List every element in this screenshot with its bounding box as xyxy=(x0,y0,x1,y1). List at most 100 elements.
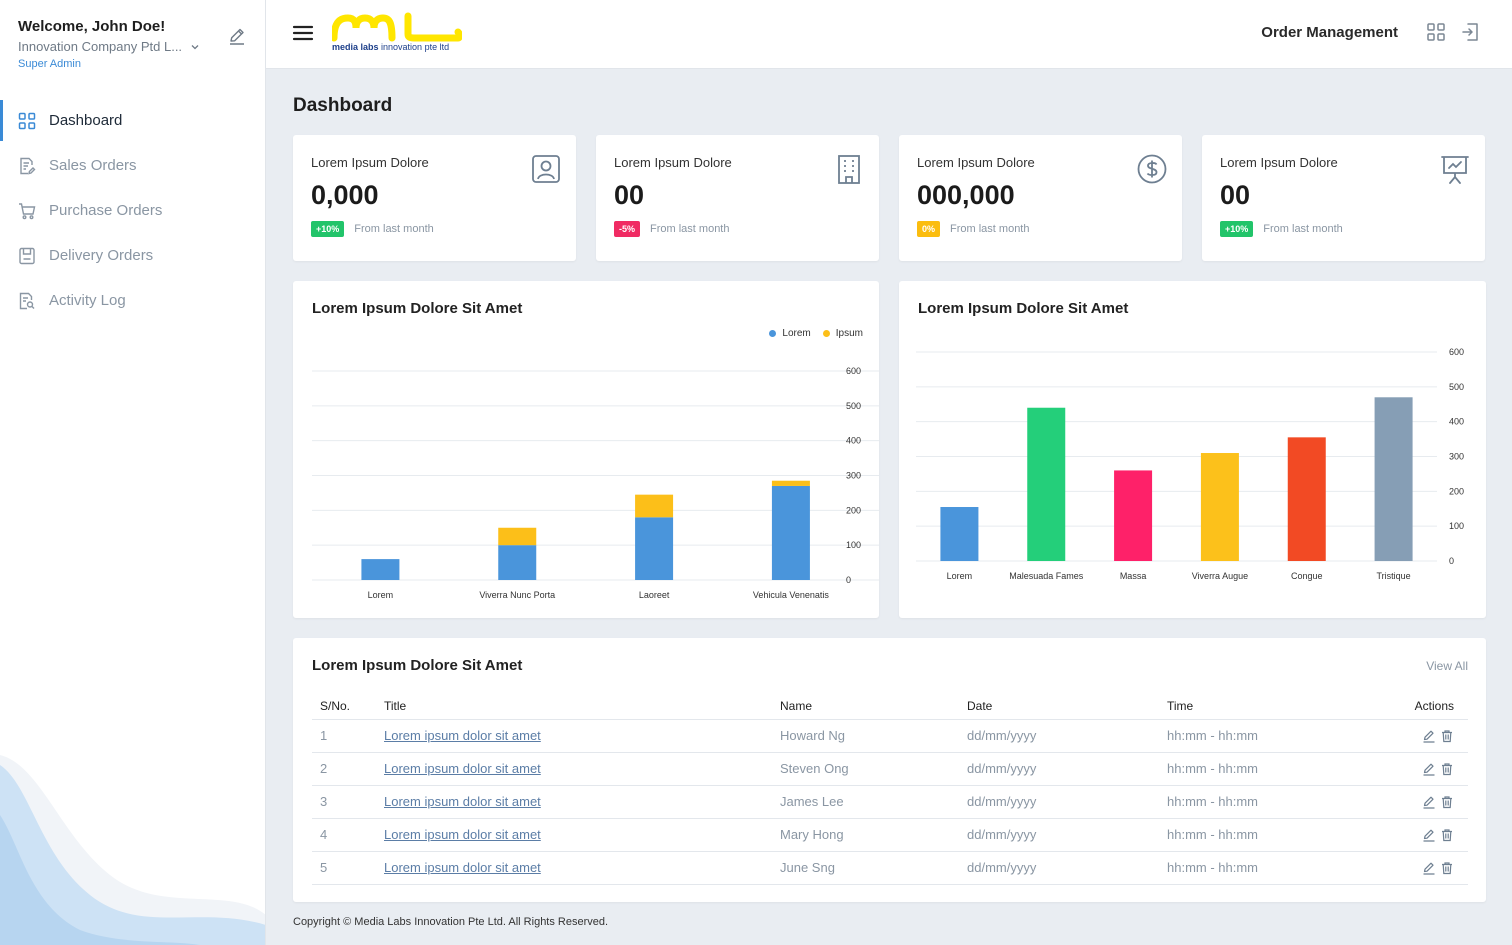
cell-sn: 2 xyxy=(312,752,376,786)
y-tick-label: 600 xyxy=(1449,347,1464,357)
sidebar-nav: Dashboard Sales Orders Purchase Orders D… xyxy=(0,98,265,323)
edit-icon[interactable] xyxy=(1422,861,1436,875)
x-tick-label: Lorem xyxy=(947,571,973,581)
decorative-wave xyxy=(0,755,265,945)
edit-icon[interactable] xyxy=(1422,762,1436,776)
chevron-down-icon xyxy=(191,44,199,49)
cell-title: Lorem ipsum dolor sit amet xyxy=(376,818,772,852)
stat-badge: -5% xyxy=(614,221,641,237)
row-title-link[interactable]: Lorem ipsum dolor sit amet xyxy=(384,794,541,809)
table-row: 3 Lorem ipsum dolor sit amet James Lee dd/m… xyxy=(312,785,1468,819)
y-tick-label: 500 xyxy=(1449,382,1464,392)
y-tick-label: 300 xyxy=(1449,452,1464,462)
x-tick-label: Vehicula Venenatis xyxy=(753,590,830,600)
delete-icon[interactable] xyxy=(1440,828,1454,842)
module-title: Order Management xyxy=(1261,23,1398,41)
bar-segment-lorem[interactable] xyxy=(771,485,810,580)
cell-actions xyxy=(1389,752,1468,786)
clipboard-icon xyxy=(19,247,35,264)
document-search-icon xyxy=(19,292,35,309)
page-title: Dashboard xyxy=(293,95,393,116)
edit-profile-icon[interactable] xyxy=(227,26,247,46)
table-title: Lorem Ipsum Dolore Sit Amet xyxy=(312,657,523,674)
x-tick-label: Laoreet xyxy=(639,590,670,600)
stacked-bar-chart: 0 100 200 300 400 500 600 Lorem Viverra Nunc Por… xyxy=(312,366,879,600)
y-tick-label: 100 xyxy=(846,540,861,550)
stacked-bar-chart-card: Lorem Ipsum Dolore Sit Amet Lorem Ipsum … xyxy=(293,281,879,618)
legend-item[interactable]: Ipsum xyxy=(822,328,863,339)
hamburger-menu-icon[interactable] xyxy=(292,24,314,42)
y-tick-label: 300 xyxy=(846,471,861,481)
document-edit-icon xyxy=(20,157,36,174)
bar-segment-ipsum[interactable] xyxy=(498,527,537,546)
y-tick-label: 500 xyxy=(846,401,861,411)
topbar: media labs innovation pte ltd Order Mana… xyxy=(266,0,1512,69)
table-row: 4 Lorem ipsum dolor sit amet Mary Hong dd/m… xyxy=(312,818,1468,852)
legend-item[interactable]: Lorem xyxy=(769,328,811,339)
x-tick-label: Tristique xyxy=(1376,571,1410,581)
cell-time: hh:mm - hh:mm xyxy=(1159,818,1389,852)
bar-segment-ipsum[interactable] xyxy=(635,494,674,518)
delete-icon[interactable] xyxy=(1440,861,1454,875)
stat-badge: 0% xyxy=(917,221,941,237)
bar-chart-card: Lorem Ipsum Dolore Sit Amet 0 100 200 300 40… xyxy=(899,281,1486,618)
bar[interactable] xyxy=(940,507,979,561)
table-row: 2 Lorem ipsum dolor sit amet Steven Ong dd/… xyxy=(312,752,1468,786)
sidebar-item-label: Sales Orders xyxy=(49,157,137,174)
bar[interactable] xyxy=(1114,470,1153,561)
view-all-link[interactable]: View All xyxy=(1426,659,1468,673)
cell-title: Lorem ipsum dolor sit amet xyxy=(376,785,772,819)
cell-name: Mary Hong xyxy=(772,818,959,852)
row-title-link[interactable]: Lorem ipsum dolor sit amet xyxy=(384,728,541,743)
footer-copyright: Copyright © Media Labs Innovation Pte Lt… xyxy=(293,916,609,928)
row-title-link[interactable]: Lorem ipsum dolor sit amet xyxy=(384,761,541,776)
welcome-text: Welcome, John Doe! xyxy=(18,18,166,35)
stats-row: Lorem Ipsum Dolore 0,000 +10% From last m… xyxy=(293,135,1486,261)
cell-title: Lorem ipsum dolor sit amet xyxy=(376,719,772,753)
bar[interactable] xyxy=(1200,453,1239,561)
records-table: S/No. Title Name Date Time Actions 1 Lore… xyxy=(312,694,1468,885)
stat-value: 00 xyxy=(614,180,645,210)
delete-icon[interactable] xyxy=(1440,795,1454,809)
row-title-link[interactable]: Lorem ipsum dolor sit amet xyxy=(384,827,541,842)
delete-icon[interactable] xyxy=(1440,729,1454,743)
app-grid-icon[interactable] xyxy=(1426,22,1446,42)
user-role: Super Admin xyxy=(18,58,81,70)
column-header: S/No. xyxy=(312,694,376,720)
column-header: Name xyxy=(772,694,959,720)
bar-segment-lorem[interactable] xyxy=(635,517,674,580)
bar[interactable] xyxy=(1374,397,1413,561)
sidebar-item-activity-log[interactable]: Activity Log xyxy=(0,278,265,323)
delete-icon[interactable] xyxy=(1440,762,1454,776)
bar-segment-ipsum[interactable] xyxy=(771,480,810,486)
edit-icon[interactable] xyxy=(1422,828,1436,842)
stat-badge: +10% xyxy=(311,221,345,237)
bar-segment-lorem[interactable] xyxy=(498,545,537,580)
row-title-link[interactable]: Lorem ipsum dolor sit amet xyxy=(384,860,541,875)
cart-icon xyxy=(19,202,36,219)
sidebar-item-label: Purchase Orders xyxy=(49,202,163,219)
logout-icon[interactable] xyxy=(1460,22,1480,42)
bar[interactable] xyxy=(1027,407,1066,561)
bar-segment-lorem[interactable] xyxy=(361,559,400,580)
sidebar-item-sales-orders[interactable]: Sales Orders xyxy=(0,143,265,188)
stat-card: Lorem Ipsum Dolore 000,000 0% From last m… xyxy=(899,135,1182,261)
edit-icon[interactable] xyxy=(1422,795,1436,809)
cell-title: Lorem ipsum dolor sit amet xyxy=(376,851,772,885)
sidebar-item-purchase-orders[interactable]: Purchase Orders xyxy=(0,188,265,233)
edit-icon[interactable] xyxy=(1422,729,1436,743)
sidebar-item-dashboard[interactable]: Dashboard xyxy=(0,98,265,143)
column-header: Time xyxy=(1159,694,1389,720)
company-selector[interactable]: Innovation Company Ptd L... xyxy=(18,39,247,54)
stat-card: Lorem Ipsum Dolore 00 -5% From last month xyxy=(596,135,879,261)
bar[interactable] xyxy=(1287,437,1326,561)
stat-label: Lorem Ipsum Dolore xyxy=(917,155,1035,170)
sidebar-item-label: Delivery Orders xyxy=(49,247,154,264)
table-row: 5 Lorem ipsum dolor sit amet June Sng dd/mm… xyxy=(312,851,1468,885)
cell-name: June Sng xyxy=(772,851,959,885)
x-tick-label: Viverra Nunc Porta xyxy=(479,590,555,600)
cell-sn: 5 xyxy=(312,851,376,885)
sidebar-item-delivery-orders[interactable]: Delivery Orders xyxy=(0,233,265,278)
stat-card: Lorem Ipsum Dolore 00 +10% From last mont… xyxy=(1202,135,1485,261)
stat-label: Lorem Ipsum Dolore xyxy=(1220,155,1338,170)
